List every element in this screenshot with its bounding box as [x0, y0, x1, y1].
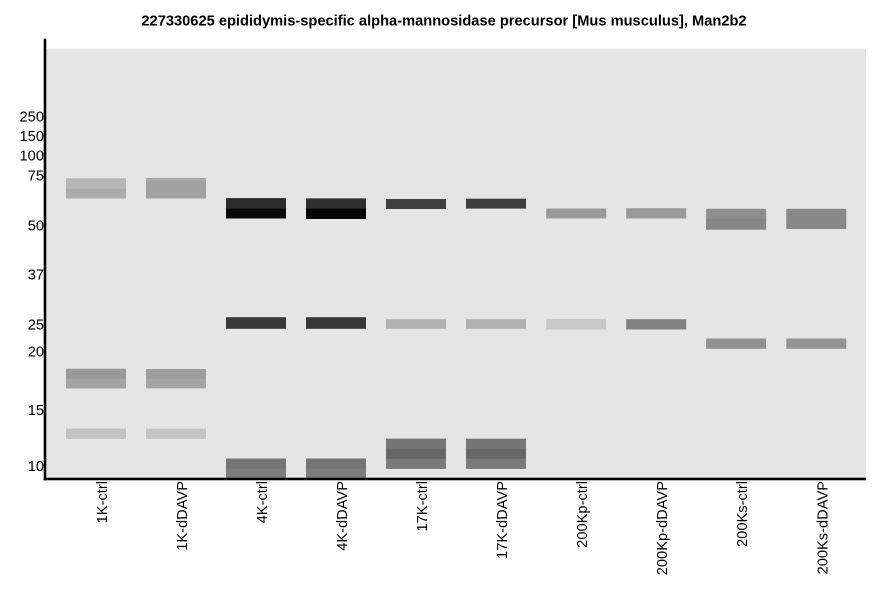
svg-text:250: 250 — [20, 109, 44, 125]
svg-text:20: 20 — [28, 345, 44, 361]
svg-text:200Ks-dDAVP: 200Ks-dDAVP — [815, 481, 831, 574]
svg-text:1K-ctrl: 1K-ctrl — [95, 481, 111, 523]
svg-text:10: 10 — [28, 459, 44, 475]
svg-text:200Kp-dDAVP: 200Kp-dDAVP — [655, 481, 671, 575]
svg-text:200Kp-ctrl: 200Kp-ctrl — [575, 481, 591, 548]
svg-text:1K-dDAVP: 1K-dDAVP — [175, 481, 191, 551]
svg-text:15: 15 — [28, 403, 44, 419]
svg-text:100: 100 — [20, 149, 44, 165]
svg-text:75: 75 — [28, 169, 44, 185]
svg-text:150: 150 — [20, 129, 44, 145]
svg-text:4K-dDAVP: 4K-dDAVP — [335, 481, 351, 551]
svg-text:37: 37 — [28, 268, 44, 284]
svg-text:25: 25 — [28, 317, 44, 333]
svg-text:50: 50 — [28, 219, 44, 235]
svg-text:200Ks-ctrl: 200Ks-ctrl — [735, 481, 751, 547]
svg-text:227330625 epididymis-specific: 227330625 epididymis-specific alpha-mann… — [141, 14, 746, 30]
svg-text:4K-ctrl: 4K-ctrl — [255, 481, 271, 523]
svg-text:17K-dDAVP: 17K-dDAVP — [495, 481, 511, 559]
svg-text:17K-ctrl: 17K-ctrl — [415, 481, 431, 532]
